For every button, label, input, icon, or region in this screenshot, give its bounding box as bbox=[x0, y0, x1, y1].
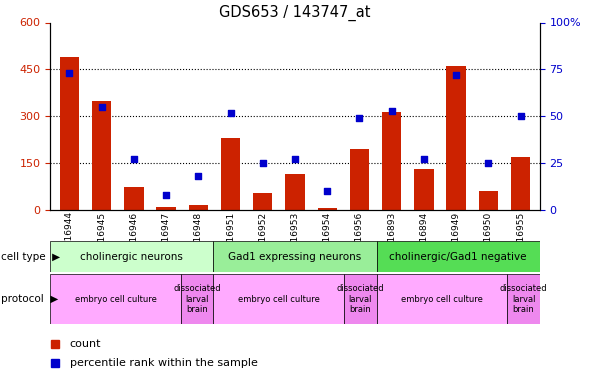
Text: percentile rank within the sample: percentile rank within the sample bbox=[70, 358, 258, 368]
Text: cholinergic/Gad1 negative: cholinergic/Gad1 negative bbox=[389, 252, 527, 261]
Point bbox=[419, 156, 428, 162]
Bar bbox=[50, 274, 181, 324]
Bar bbox=[511, 157, 530, 210]
Bar bbox=[507, 274, 540, 324]
Bar bbox=[50, 241, 214, 272]
Point bbox=[194, 173, 203, 179]
Point bbox=[387, 108, 396, 114]
Bar bbox=[253, 193, 273, 210]
Text: cholinergic neurons: cholinergic neurons bbox=[80, 252, 183, 261]
Point bbox=[355, 115, 364, 121]
Bar bbox=[317, 209, 337, 210]
Bar bbox=[286, 174, 304, 210]
Bar bbox=[214, 241, 376, 272]
Text: dissociated
larval
brain: dissociated larval brain bbox=[500, 284, 548, 314]
Bar bbox=[447, 66, 466, 210]
Point bbox=[162, 192, 171, 198]
Bar bbox=[181, 274, 214, 324]
Bar bbox=[376, 274, 507, 324]
Text: embryo cell culture: embryo cell culture bbox=[74, 295, 156, 304]
Point bbox=[516, 113, 525, 119]
Text: cell type  ▶: cell type ▶ bbox=[1, 252, 60, 261]
Bar bbox=[214, 274, 344, 324]
Point bbox=[258, 160, 267, 166]
Bar bbox=[376, 241, 540, 272]
Bar bbox=[414, 170, 434, 210]
Bar bbox=[350, 149, 369, 210]
Text: dissociated
larval
brain: dissociated larval brain bbox=[173, 284, 221, 314]
Point bbox=[323, 188, 332, 194]
Bar bbox=[344, 274, 376, 324]
Text: embryo cell culture: embryo cell culture bbox=[238, 295, 320, 304]
Point bbox=[290, 156, 300, 162]
Bar bbox=[221, 138, 240, 210]
Text: count: count bbox=[70, 339, 101, 349]
Bar bbox=[92, 100, 112, 210]
Bar bbox=[156, 207, 176, 210]
Text: dissociated
larval
brain: dissociated larval brain bbox=[336, 284, 384, 314]
Point bbox=[226, 110, 235, 116]
Bar bbox=[382, 112, 401, 210]
Bar bbox=[478, 191, 498, 210]
Point bbox=[65, 70, 74, 76]
Point bbox=[484, 160, 493, 166]
Bar bbox=[189, 206, 208, 210]
Text: Gad1 expressing neurons: Gad1 expressing neurons bbox=[228, 252, 362, 261]
Bar bbox=[60, 57, 79, 210]
Text: embryo cell culture: embryo cell culture bbox=[401, 295, 483, 304]
Title: GDS653 / 143747_at: GDS653 / 143747_at bbox=[219, 5, 371, 21]
Bar bbox=[124, 187, 143, 210]
Point bbox=[97, 104, 106, 110]
Text: protocol  ▶: protocol ▶ bbox=[1, 294, 58, 304]
Point bbox=[451, 72, 461, 78]
Point bbox=[129, 156, 139, 162]
